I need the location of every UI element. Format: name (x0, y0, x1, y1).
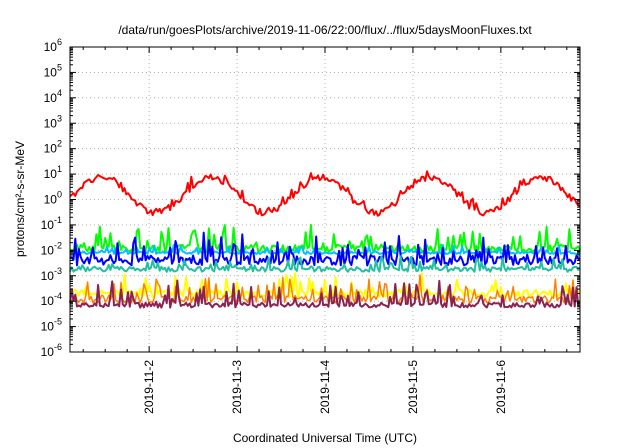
y-tick-label: 100 (44, 190, 62, 207)
x-axis-label: Coordinated Universal Time (UTC) (233, 431, 417, 445)
x-axis: 2019-11-2 2019-11-3 2019-11-4 2019-11-5 2019… (82, 47, 568, 414)
y-axis-label: protons/cm²-s-sr-MeV (13, 141, 27, 257)
y-tick-label: 104 (44, 88, 62, 105)
series-line (69, 231, 581, 267)
y-tick-label: 10-3 (41, 266, 62, 283)
x-tick-label: 2019-11-4 (318, 360, 332, 414)
x-tick-label: 2019-11-3 (230, 360, 244, 414)
x-tick-label: 2019-11-6 (494, 360, 508, 414)
series-line (69, 244, 581, 256)
y-tick-label: 10-5 (41, 317, 62, 334)
y-tick-label: 105 (44, 62, 62, 79)
y-tick-label: 102 (44, 139, 62, 156)
x-tick-label: 2019-11-2 (142, 360, 156, 414)
y-tick-label: 103 (44, 113, 62, 130)
y-tick-label: 101 (44, 164, 62, 181)
y-tick-label: 10-2 (41, 240, 62, 257)
chart-title: /data/run/goesPlots/archive/2019-11-06/2… (118, 23, 532, 37)
y-tick-label: 10-1 (41, 215, 62, 232)
series-line (69, 279, 581, 309)
x-tick-label: 2019-11-5 (406, 360, 420, 414)
series-line (69, 274, 581, 304)
series-group (69, 170, 581, 309)
y-tick-label: 10-6 (41, 342, 62, 359)
y-tick-label: 10-4 (41, 291, 62, 308)
series-line (69, 170, 581, 217)
series-line (69, 255, 581, 273)
y-axis: 10-6 10-5 10-4 10-3 10-2 10-1 100 101 102 103 104 1… (41, 37, 580, 359)
y-tick-label: 106 (44, 37, 62, 54)
